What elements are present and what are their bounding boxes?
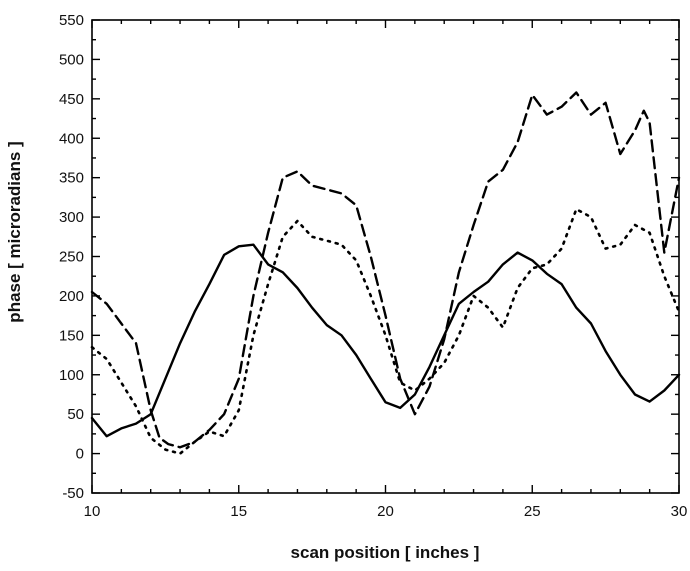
plot-area: 10 15 20 25 30 -50 0 50 100 150 200 250 300 350 400 450… [59,12,687,520]
y-tick-label: 100 [59,367,84,384]
x-tick-label: 30 [671,503,688,520]
series-layer [90,91,681,455]
y-tick-label: 450 [59,91,84,108]
y-tick-label: 200 [59,288,84,305]
y-tick-label: 150 [59,327,84,344]
y-tick-label: 250 [59,249,84,266]
x-tick-label: 20 [377,503,394,520]
y-axis-title: phase [ microradians ] [5,141,24,322]
y-tick-label: 350 [59,170,84,187]
y-tick-label: 400 [59,130,84,147]
y-tick-label: 500 [59,51,84,68]
series-solid-line [90,243,681,438]
y-tick-label: 0 [76,446,84,463]
x-tick-label: 15 [230,503,247,520]
x-tick-label: 25 [524,503,541,520]
y-tick-label: -50 [62,485,84,502]
y-tick-label: 300 [59,209,84,226]
x-tick-label: 10 [84,503,101,520]
plot-frame [91,19,680,494]
series-dotted-line [90,207,681,455]
x-axis-title: scan position [ inches ] [291,543,480,562]
y-tick-label: 550 [59,12,84,29]
series-dashed-line [90,91,681,449]
y-tick-label: 50 [67,406,84,423]
ticks-layer: 10 15 20 25 30 -50 0 50 100 150 200 250 300 350 400 450… [59,12,687,520]
